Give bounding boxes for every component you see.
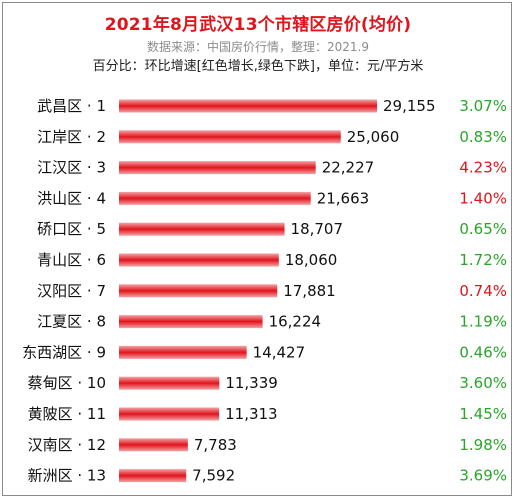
category-label: 洪山区 · 4 [37, 189, 106, 207]
bar [119, 253, 279, 267]
mom-change-label: 3.07% [459, 97, 507, 115]
value-label: 11,313 [225, 405, 278, 423]
category-label: 新洲区 · 13 [28, 467, 106, 485]
chart-note: 百分比：环比增速[红色增长,绿色下跌]，单位：元/平方米 [92, 59, 424, 74]
category-label: 硚口区 · 5 [37, 220, 106, 238]
bar [119, 438, 188, 452]
value-label: 14,427 [253, 343, 306, 361]
value-label: 7,783 [194, 436, 237, 454]
bar [119, 315, 263, 329]
bar [119, 99, 377, 113]
mom-change-label: 0.74% [459, 282, 507, 300]
value-label: 18,707 [291, 220, 344, 238]
category-label: 汉阳区 · 7 [37, 282, 106, 300]
mom-change-label: 1.72% [459, 251, 507, 269]
bar [119, 191, 311, 205]
value-label: 11,339 [225, 374, 277, 392]
category-label: 汉南区 · 12 [28, 436, 106, 454]
category-label: 江汉区 · 3 [37, 159, 106, 177]
chart-frame [2, 2, 512, 496]
mom-change-label: 1.40% [459, 189, 507, 207]
value-label: 7,592 [192, 467, 235, 485]
data-source: 数据来源：中国房价行情，整理：2021.9 [147, 40, 369, 54]
mom-change-label: 0.65% [459, 220, 507, 238]
category-label: 江夏区 · 8 [37, 313, 106, 331]
value-label: 21,663 [317, 189, 370, 207]
value-label: 17,881 [283, 282, 336, 300]
mom-change-label: 4.23% [459, 159, 507, 177]
value-label: 16,224 [269, 313, 322, 331]
bar [119, 284, 278, 298]
category-label: 青山区 · 6 [37, 251, 106, 269]
category-label: 武昌区 · 1 [37, 97, 106, 115]
bar [119, 376, 220, 390]
chart-title: 2021年8月武汉13个市辖区房价(均价) [104, 15, 412, 35]
mom-change-label: 3.60% [459, 374, 507, 392]
mom-change-label: 0.83% [459, 128, 507, 146]
value-label: 29,155 [383, 97, 436, 115]
category-label: 东西湖区 · 9 [22, 343, 106, 361]
category-label: 蔡甸区 · 10 [28, 374, 106, 392]
value-label: 22,227 [322, 159, 375, 177]
mom-change-label: 0.46% [459, 343, 507, 361]
bar [119, 130, 341, 144]
bar [119, 469, 187, 483]
bar [119, 407, 220, 421]
category-label: 江岸区 · 2 [37, 128, 106, 146]
value-label: 18,060 [285, 251, 338, 269]
mom-change-label: 1.45% [459, 405, 507, 423]
mom-change-label: 1.98% [459, 436, 507, 454]
value-label: 25,060 [347, 128, 400, 146]
bar [119, 161, 316, 175]
mom-change-label: 1.19% [459, 313, 507, 331]
bar [119, 222, 285, 236]
mom-change-label: 3.69% [459, 467, 507, 485]
category-label: 黄陂区 · 11 [28, 405, 106, 423]
bar [119, 345, 247, 359]
